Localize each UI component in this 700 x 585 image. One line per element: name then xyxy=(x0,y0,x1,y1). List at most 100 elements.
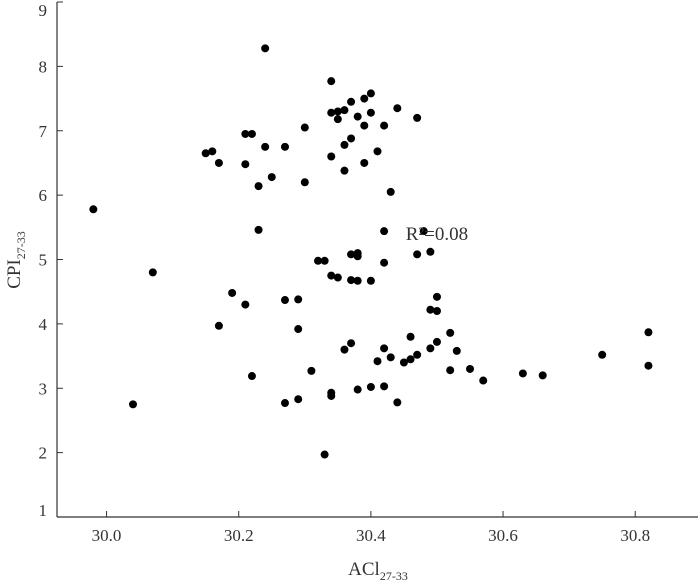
point xyxy=(380,121,389,130)
point xyxy=(320,450,329,459)
point xyxy=(241,300,250,309)
point xyxy=(340,140,349,149)
y-label-subscript: 27-33 xyxy=(14,231,28,259)
point xyxy=(353,112,362,121)
x-tick-label: 30.4 xyxy=(356,526,386,545)
point xyxy=(214,321,223,330)
x-tick-label: 30.0 xyxy=(92,526,122,545)
point xyxy=(128,400,137,409)
point xyxy=(360,158,369,167)
point xyxy=(366,89,375,98)
point xyxy=(307,366,316,375)
point xyxy=(380,344,389,353)
point xyxy=(426,344,435,353)
point xyxy=(241,160,250,169)
point xyxy=(353,385,362,394)
point xyxy=(228,288,237,297)
point xyxy=(333,107,342,116)
point xyxy=(333,273,342,282)
point xyxy=(294,395,303,404)
y-tick-label: 9 xyxy=(39,1,48,20)
point xyxy=(280,142,289,151)
point xyxy=(267,173,276,182)
point xyxy=(327,152,336,161)
point xyxy=(294,295,303,304)
point xyxy=(380,382,389,391)
point xyxy=(393,104,402,113)
point xyxy=(261,44,270,53)
point xyxy=(247,372,256,381)
point xyxy=(432,337,441,346)
point xyxy=(413,250,422,259)
point xyxy=(208,147,217,156)
point xyxy=(347,97,356,106)
point xyxy=(340,166,349,175)
point xyxy=(538,371,547,380)
point xyxy=(373,357,382,366)
point xyxy=(347,276,356,285)
point xyxy=(353,276,362,285)
y-tick-label: 7 xyxy=(39,122,48,141)
x-label-subscript: 27-33 xyxy=(380,569,408,583)
y-tick-label: 8 xyxy=(39,57,48,76)
point xyxy=(327,391,336,400)
point xyxy=(479,376,488,385)
annotation: R²=0.08 xyxy=(406,224,468,245)
x-label-text: ACl xyxy=(348,559,380,580)
point xyxy=(353,252,362,261)
point xyxy=(254,182,263,191)
point xyxy=(320,256,329,265)
point xyxy=(426,247,435,256)
point xyxy=(406,332,415,341)
point xyxy=(386,353,395,362)
point xyxy=(314,256,323,265)
point xyxy=(254,225,263,234)
point xyxy=(380,227,389,236)
point xyxy=(333,115,342,124)
point xyxy=(598,350,607,359)
point xyxy=(247,129,256,138)
point xyxy=(327,77,336,86)
point xyxy=(201,149,210,158)
point xyxy=(413,113,422,122)
point xyxy=(241,129,250,138)
point xyxy=(380,258,389,267)
point xyxy=(280,296,289,305)
point xyxy=(518,369,527,378)
y-tick-label: 4 xyxy=(39,315,48,334)
point xyxy=(340,106,349,115)
point xyxy=(261,142,270,151)
y-axis-label: CPI27-33 xyxy=(4,231,28,289)
point xyxy=(644,361,653,370)
point xyxy=(300,178,309,187)
point xyxy=(347,134,356,143)
point xyxy=(347,339,356,348)
y-tick-label: 2 xyxy=(39,444,48,463)
y-tick-label: 6 xyxy=(39,186,48,205)
point xyxy=(366,382,375,391)
point xyxy=(432,307,441,315)
point xyxy=(366,276,375,285)
point xyxy=(413,350,422,359)
point xyxy=(419,227,428,236)
point xyxy=(406,355,415,364)
point xyxy=(446,366,455,375)
point xyxy=(373,147,382,156)
y-tick-label: 5 xyxy=(39,251,48,270)
point xyxy=(294,325,303,334)
point xyxy=(466,364,475,373)
y-label-text: CPI xyxy=(4,259,25,289)
y-tick-label: 3 xyxy=(39,379,48,398)
point xyxy=(360,94,369,103)
point xyxy=(148,268,157,277)
point xyxy=(399,358,408,367)
point xyxy=(214,158,223,167)
x-tick-label: 30.6 xyxy=(488,526,518,545)
point xyxy=(446,328,455,337)
x-tick-label: 30.8 xyxy=(620,526,650,545)
point xyxy=(426,305,435,314)
x-axis-label: ACl27-33 xyxy=(348,559,408,583)
point xyxy=(644,328,653,337)
point xyxy=(360,121,369,130)
